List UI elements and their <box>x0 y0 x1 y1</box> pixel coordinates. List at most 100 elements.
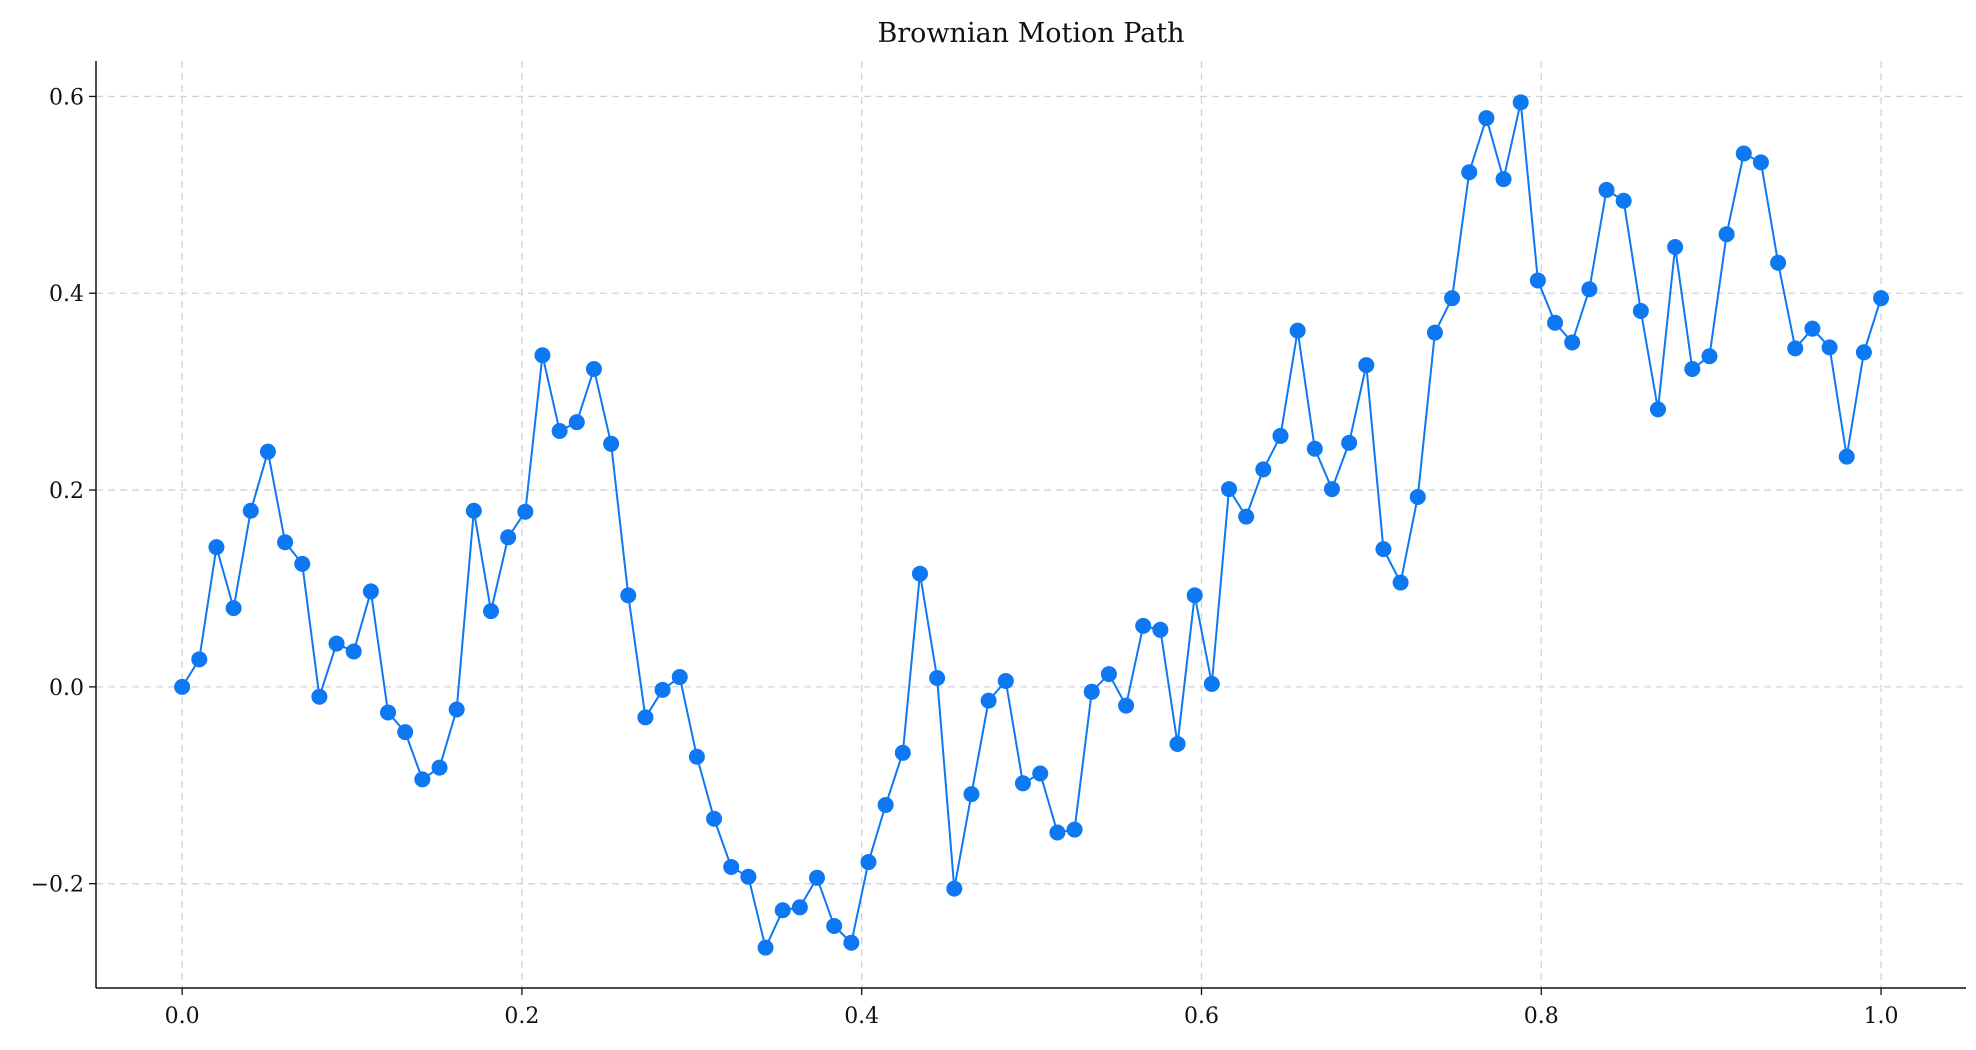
point <box>1581 281 1598 298</box>
point <box>1392 574 1409 591</box>
point <box>1598 181 1615 198</box>
point <box>1649 401 1666 418</box>
point <box>1444 290 1461 307</box>
point <box>551 423 568 440</box>
point <box>1203 675 1220 692</box>
point <box>1323 481 1340 498</box>
point <box>791 899 808 916</box>
point <box>397 724 414 741</box>
point <box>1667 238 1684 255</box>
point <box>929 670 946 687</box>
point <box>1221 481 1238 498</box>
point <box>380 704 397 721</box>
point <box>1495 171 1512 188</box>
point <box>1306 440 1323 457</box>
point <box>1735 145 1752 162</box>
point <box>225 600 242 617</box>
point <box>1186 587 1203 604</box>
chart-title: Brownian Motion Path <box>877 18 1184 49</box>
point <box>946 880 963 897</box>
point <box>963 786 980 803</box>
point <box>311 688 328 705</box>
point <box>517 503 534 520</box>
point <box>1529 272 1546 289</box>
point <box>414 771 431 788</box>
point <box>1838 448 1855 465</box>
point <box>860 854 877 871</box>
x-tick-label: 0.6 <box>1184 1004 1219 1029</box>
point <box>1358 357 1375 374</box>
point <box>1014 775 1031 792</box>
point <box>208 539 225 556</box>
point <box>1289 322 1306 339</box>
point <box>688 748 705 765</box>
y-tick-label: −0.2 <box>31 873 84 898</box>
point <box>1855 344 1872 361</box>
point <box>620 587 637 604</box>
point <box>174 678 191 695</box>
point <box>1375 541 1392 558</box>
point <box>1255 461 1272 478</box>
point <box>1100 666 1117 683</box>
point <box>980 692 997 709</box>
x-tick-label: 0.2 <box>504 1004 539 1029</box>
point <box>809 869 826 886</box>
point <box>637 709 654 726</box>
point <box>1821 339 1838 356</box>
point <box>894 744 911 761</box>
point <box>328 635 345 652</box>
point <box>843 934 860 951</box>
point <box>500 529 517 546</box>
x-tick-label: 0.4 <box>844 1004 879 1029</box>
point <box>706 810 723 827</box>
point <box>997 672 1014 689</box>
point <box>1512 94 1529 111</box>
point <box>1564 334 1581 351</box>
point <box>242 502 259 519</box>
x-tick-label: 0.0 <box>165 1004 200 1029</box>
point <box>448 701 465 718</box>
point <box>1152 621 1169 638</box>
point <box>259 443 276 460</box>
point <box>1083 683 1100 700</box>
point <box>191 651 208 668</box>
point <box>345 643 362 660</box>
point <box>1615 192 1632 209</box>
x-tick-label: 0.8 <box>1524 1004 1559 1029</box>
point <box>277 534 294 551</box>
point <box>723 858 740 875</box>
y-tick-label: 0.0 <box>49 676 84 701</box>
point <box>1804 320 1821 337</box>
point <box>1718 226 1735 243</box>
point <box>1426 324 1443 341</box>
point <box>911 565 928 582</box>
point <box>1632 302 1649 319</box>
point <box>1066 821 1083 838</box>
point <box>1341 434 1358 451</box>
point <box>774 902 791 919</box>
point <box>1032 765 1049 782</box>
point <box>482 603 499 620</box>
point <box>1169 735 1186 752</box>
point <box>1409 488 1426 505</box>
y-tick-label: 0.4 <box>49 282 84 307</box>
point <box>1238 508 1255 525</box>
point <box>362 583 379 600</box>
point <box>671 669 688 686</box>
line <box>181 102 1883 951</box>
point <box>654 681 671 698</box>
point <box>1684 361 1701 378</box>
point <box>1873 290 1890 307</box>
x-tick-label: 1.0 <box>1864 1004 1899 1029</box>
point <box>1770 254 1787 271</box>
point <box>1478 110 1495 127</box>
point <box>294 555 311 572</box>
point <box>1701 348 1718 365</box>
point <box>740 868 757 885</box>
point <box>1135 617 1152 634</box>
point <box>826 918 843 935</box>
point <box>1787 340 1804 357</box>
y-tick-label: 0.6 <box>49 85 84 110</box>
